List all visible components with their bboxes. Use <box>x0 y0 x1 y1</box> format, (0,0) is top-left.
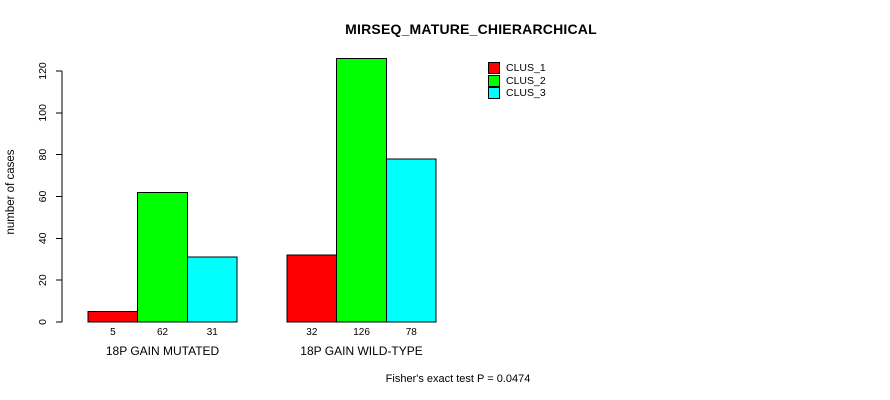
bar-CLUS_1 <box>286 254 338 323</box>
legend-item-CLUS_2: CLUS_2 <box>488 74 546 87</box>
bar-CLUS_1 <box>87 311 139 323</box>
legend-label: CLUS_1 <box>506 62 546 74</box>
chart-title: MIRSEQ_MATURE_CHIERARCHICAL <box>345 21 597 37</box>
legend-swatch-icon <box>488 87 500 99</box>
bar-CLUS_3 <box>385 158 437 323</box>
y-axis-tick-label: 80 <box>37 149 49 161</box>
bar-value-label: 32 <box>306 327 318 338</box>
legend-label: CLUS_3 <box>506 87 546 99</box>
y-axis-tick-label: 0 <box>37 319 49 325</box>
legend-swatch-icon <box>488 62 500 74</box>
bar-value-label: 31 <box>207 327 219 338</box>
y-axis-tick-label: 60 <box>37 191 49 203</box>
legend-item-CLUS_1: CLUS_1 <box>488 62 546 74</box>
y-axis-tick-label: 20 <box>37 274 49 286</box>
legend-item-CLUS_3: CLUS_3 <box>488 87 546 99</box>
bar-CLUS_2 <box>137 191 188 323</box>
x-category-label: 18P GAIN WILD-TYPE <box>300 344 422 358</box>
fisher-test-annotation: Fisher's exact test P = 0.0474 <box>385 373 531 385</box>
bar-CLUS_3 <box>186 256 238 323</box>
bar-CLUS_2 <box>336 57 387 323</box>
y-axis-tick-label: 120 <box>37 62 49 80</box>
y-axis-tick-label: 100 <box>37 104 49 122</box>
x-category-label: 18P GAIN MUTATED <box>106 344 220 358</box>
bar-value-label: 62 <box>157 327 169 338</box>
legend: CLUS_1 CLUS_2 CLUS_3 <box>488 62 546 100</box>
bar-value-label: 78 <box>406 327 418 338</box>
legend-swatch-icon <box>488 74 500 87</box>
y-axis-tick-label: 40 <box>37 232 49 244</box>
legend-label: CLUS_2 <box>506 74 546 87</box>
bar-value-label: 5 <box>110 327 116 338</box>
bar-value-label: 126 <box>353 327 370 338</box>
